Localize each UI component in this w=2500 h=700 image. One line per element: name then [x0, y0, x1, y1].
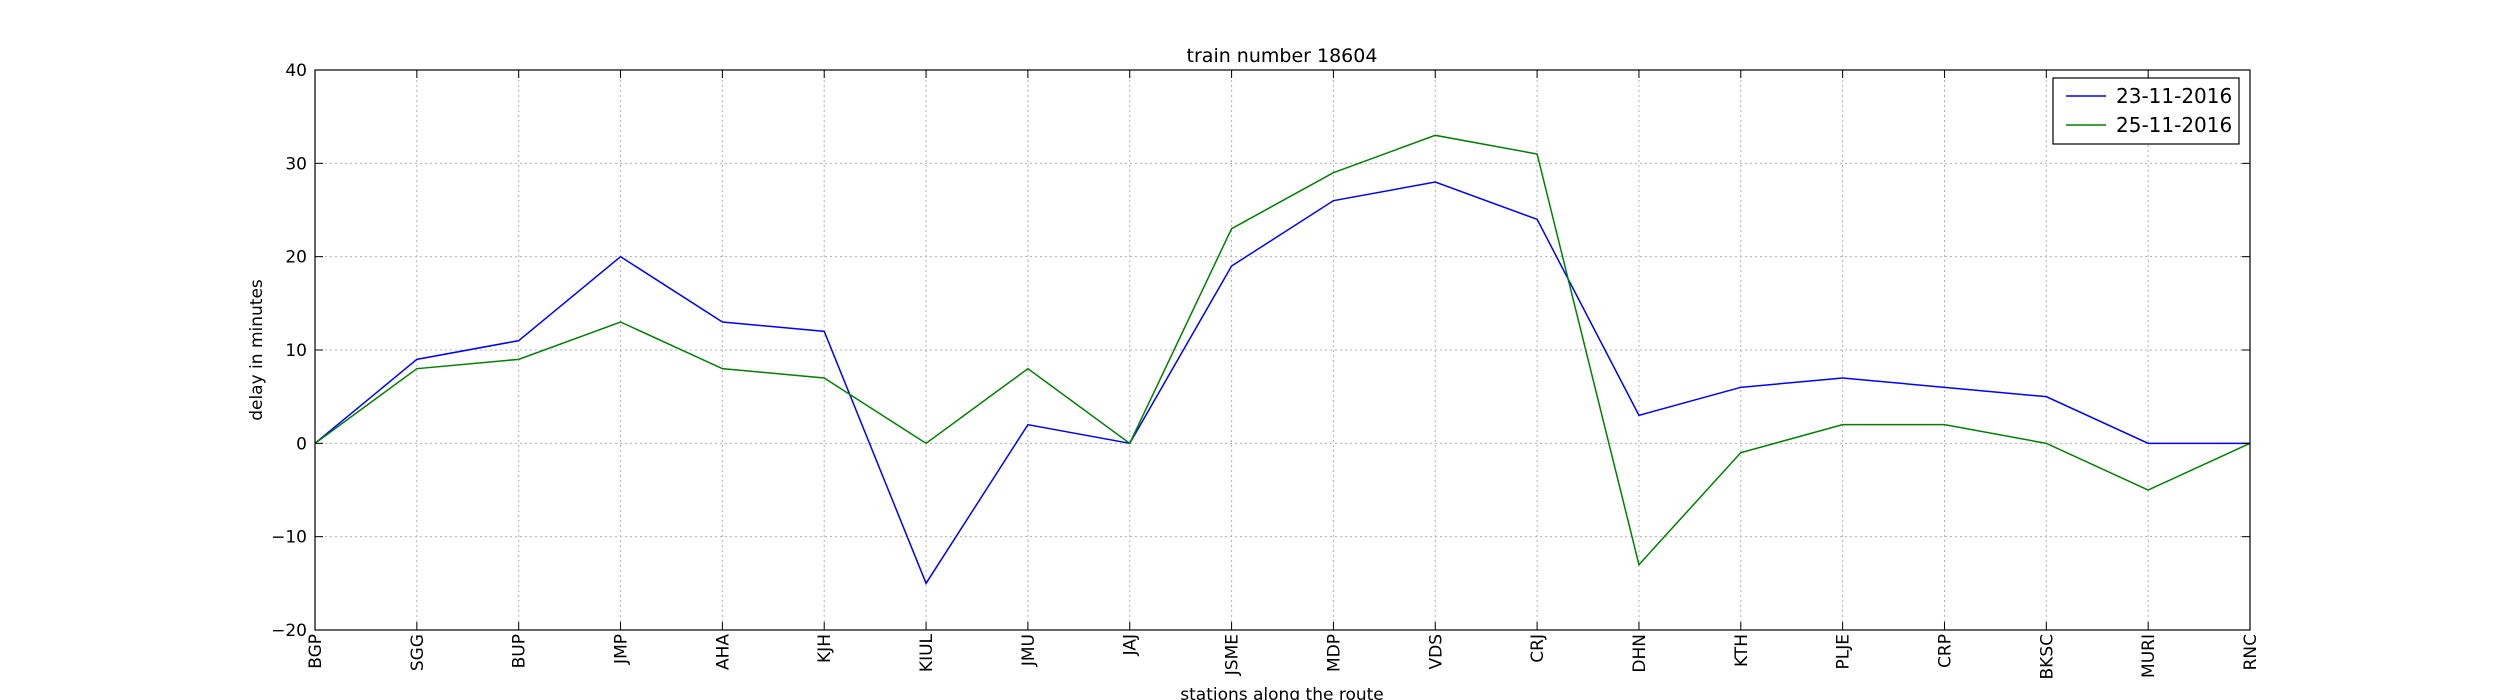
x-tick-label: MDP — [1324, 634, 1344, 672]
x-tick-label: PLJE — [1834, 634, 1854, 669]
ticks: BGP SGG BUP JMP AHA KJH KIUL JMU JAJ JSME MDP VDS CR… — [271, 61, 2261, 679]
y-tick-label: 30 — [285, 154, 307, 174]
grid — [314, 69, 2251, 631]
x-tick-label: VDS — [1426, 634, 1446, 670]
series-line-1 — [314, 181, 2250, 585]
legend-label-2: 25-11-2016 — [2116, 113, 2232, 137]
y-tick-label: 10 — [285, 341, 307, 361]
x-tick-label: BGP — [306, 634, 326, 669]
x-tick-label: KIUL — [917, 633, 937, 672]
y-tick-label: 0 — [296, 434, 307, 454]
y-axis-label: delay in minutes — [247, 279, 267, 421]
x-tick-label: RNC — [2241, 634, 2261, 670]
x-tick-label: KJH — [815, 634, 835, 663]
legend: 23-11-2016 25-11-2016 — [2052, 77, 2240, 145]
x-tick-label: BUP — [510, 634, 530, 668]
x-tick-label: JMP — [612, 634, 632, 665]
x-axis-label: stations along the route — [1180, 685, 1384, 700]
series-line-2 — [314, 134, 2251, 567]
x-tick-label: JMU — [1019, 634, 1039, 667]
y-tick-label: −10 — [271, 528, 307, 548]
y-tick-label: −20 — [271, 621, 307, 641]
x-tick-label: KTH — [1732, 634, 1752, 667]
x-tick-label: MURI — [2139, 634, 2159, 678]
chart-title: train number 18604 — [1187, 45, 1378, 67]
x-tick-label: SGG — [408, 634, 428, 671]
x-tick-label: JAJ — [1121, 634, 1141, 656]
series-lines — [314, 134, 2251, 585]
legend-label-1: 23-11-2016 — [2116, 84, 2232, 108]
x-tick-label: JSME — [1223, 634, 1243, 676]
x-tick-label: CRP — [1935, 634, 1955, 668]
x-tick-label: AHA — [713, 634, 733, 670]
x-tick-label: CRJ — [1528, 634, 1548, 663]
legend-box — [2052, 77, 2240, 145]
x-tick-label: DHN — [1630, 634, 1650, 673]
y-tick-label: 40 — [285, 61, 307, 81]
y-tick-label: 20 — [285, 248, 307, 268]
x-tick-label: BKSC — [2037, 634, 2057, 679]
